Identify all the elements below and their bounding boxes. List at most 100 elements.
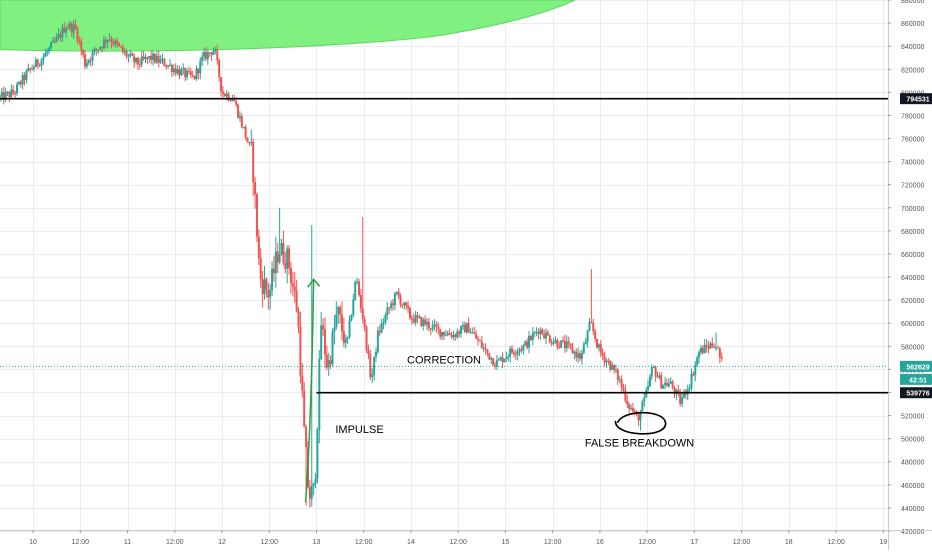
candle-body	[272, 268, 275, 274]
candle-body	[643, 397, 646, 402]
candle-body	[371, 374, 374, 378]
candle-body	[10, 89, 13, 98]
candle-body	[386, 307, 389, 315]
price-axis-label: 700000	[901, 206, 924, 213]
candle-body	[703, 344, 706, 354]
candle-body	[293, 286, 296, 292]
candle-body	[220, 77, 223, 92]
candle-body	[110, 39, 113, 43]
candle-body	[518, 349, 521, 352]
candle-body	[280, 242, 283, 255]
candle-body	[718, 348, 721, 358]
candle-body	[172, 68, 175, 73]
candle-body	[580, 353, 583, 359]
candle-body	[116, 40, 119, 44]
candle-body	[204, 51, 207, 60]
candle-body	[195, 68, 198, 79]
candle-body	[184, 68, 187, 78]
candle-body	[677, 390, 680, 394]
candle-body	[399, 296, 402, 305]
candle-body	[246, 137, 249, 143]
candle-body	[227, 93, 230, 101]
time-axis-label: 12:00	[72, 539, 90, 546]
candle-body	[397, 291, 400, 297]
candle-body	[433, 324, 436, 326]
candle-body	[257, 236, 260, 259]
candle-body	[590, 321, 593, 323]
candle-body	[522, 345, 525, 351]
annotation-label: FALSE BREAKDOWN	[585, 438, 694, 450]
candle-body	[14, 93, 17, 95]
candle-body	[289, 268, 292, 283]
candle-body	[480, 341, 483, 348]
candle-body	[269, 290, 272, 298]
candle-body	[690, 373, 693, 388]
candle-body	[505, 357, 508, 360]
candle-body	[278, 254, 281, 263]
candle-body	[286, 248, 289, 269]
candle-body	[529, 336, 532, 341]
candle-body	[452, 334, 455, 338]
candle-body	[531, 333, 534, 341]
candle-body	[76, 27, 79, 41]
candle-body	[501, 357, 504, 363]
candle-body	[206, 52, 209, 60]
candle-body	[565, 341, 568, 349]
candle-body	[357, 281, 360, 295]
candle-body	[350, 315, 353, 321]
candle-body	[620, 379, 623, 388]
price-tag	[900, 360, 932, 372]
candle-body	[509, 348, 512, 357]
candle-body	[123, 51, 126, 53]
candle-body	[603, 355, 606, 363]
candle-body	[67, 28, 70, 30]
candle-body	[53, 40, 56, 42]
candle-body	[495, 360, 498, 367]
candle-body	[554, 340, 557, 343]
candle-body	[363, 319, 366, 328]
candle-body	[431, 325, 434, 330]
candle-body	[516, 351, 519, 355]
candle-body	[231, 99, 234, 101]
candle-body	[61, 27, 64, 38]
candle-body	[99, 47, 102, 50]
candle-body	[174, 68, 177, 74]
candle-body	[367, 349, 370, 355]
candle-body	[82, 49, 85, 55]
candle-body	[182, 68, 185, 70]
price-axis-label: 500000	[901, 437, 924, 444]
candle-body	[180, 69, 183, 76]
candle-body	[378, 330, 381, 333]
candle-body	[465, 322, 468, 333]
candle-body	[705, 344, 708, 347]
candle-body	[163, 58, 166, 66]
time-axis-label: 11	[124, 539, 131, 546]
candle-body	[439, 328, 442, 337]
candle-body	[170, 64, 173, 73]
candle-body	[471, 332, 474, 334]
candle-body	[36, 59, 39, 65]
candle-body	[416, 315, 419, 318]
candle-body	[391, 303, 394, 306]
candle-body	[229, 100, 232, 102]
candle-body	[112, 42, 115, 45]
candle-body	[486, 349, 489, 354]
candle-body	[681, 397, 684, 404]
candle-body	[579, 353, 582, 359]
candle-body	[340, 314, 343, 332]
candle-body	[155, 55, 158, 63]
impulse-arrow-icon	[304, 279, 315, 503]
price-axis-label: 720000	[901, 183, 924, 190]
candle-body	[295, 291, 298, 312]
candle-body	[552, 342, 555, 344]
candle-body	[288, 248, 291, 269]
candle-body	[354, 281, 357, 300]
candle-body	[259, 258, 262, 280]
candle-body	[199, 60, 202, 74]
candle-body	[29, 67, 32, 69]
candle-body	[535, 331, 538, 333]
candle-body	[356, 281, 359, 283]
candle-body	[575, 351, 578, 358]
